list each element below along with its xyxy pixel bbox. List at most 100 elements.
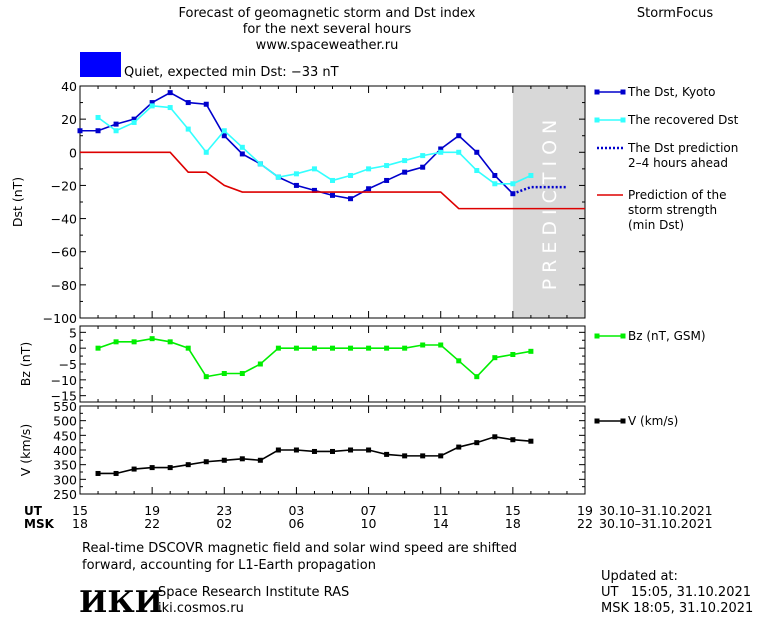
- data-point: [311, 166, 317, 172]
- x-tick-label-msk: 18: [72, 516, 88, 531]
- data-point: [293, 182, 299, 188]
- data-point: [113, 339, 119, 345]
- data-point: [384, 345, 390, 351]
- page-title-line1: Forecast of geomagnetic storm and Dst in…: [178, 6, 475, 21]
- data-point: [474, 440, 480, 446]
- data-point: [492, 181, 498, 187]
- data-point: [185, 100, 191, 106]
- data-point: [438, 149, 444, 155]
- data-point: [95, 470, 101, 476]
- data-point: [348, 172, 354, 178]
- data-point: [221, 128, 227, 134]
- data-point: [275, 345, 281, 351]
- updated-ut: UT 15:05, 31.10.2021: [601, 585, 751, 600]
- y-tick-label: 500: [53, 414, 77, 429]
- legend-marker: [594, 333, 600, 339]
- data-point: [438, 146, 444, 152]
- data-point: [311, 187, 317, 193]
- x-tick-label-ut: 15: [505, 503, 521, 518]
- data-point: [474, 374, 480, 380]
- y-tick-label: 400: [53, 443, 77, 458]
- updated-label: Updated at:: [601, 569, 678, 584]
- data-point: [239, 456, 245, 462]
- data-point: [420, 164, 426, 170]
- y-axis-label: V (km/s): [18, 424, 33, 476]
- data-point: [95, 128, 101, 134]
- data-point: [293, 345, 299, 351]
- y-tick-label: 450: [53, 428, 77, 443]
- x-tick-label-msk: 22: [144, 516, 160, 531]
- page-title-line2: for the next several hours: [243, 22, 412, 37]
- y-tick-label: −40: [51, 212, 77, 227]
- data-point: [185, 345, 191, 351]
- data-point: [366, 186, 372, 192]
- updated-msk: MSK 18:05, 31.10.2021: [601, 601, 753, 616]
- y-tick-label: 250: [53, 487, 77, 502]
- legend-label: The recovered Dst: [627, 113, 739, 127]
- data-point: [131, 119, 137, 125]
- y-tick-label: −20: [51, 178, 77, 193]
- x-tick-label-msk: 18: [505, 516, 521, 531]
- iki-logo: ИКИ: [79, 585, 163, 620]
- y-tick-label: 0: [69, 341, 77, 356]
- ut-axis-label: UT: [24, 504, 43, 518]
- site-url[interactable]: www.spaceweather.ru: [256, 38, 399, 53]
- x-tick-label-ut: 07: [361, 503, 377, 518]
- data-point: [203, 459, 209, 465]
- data-point: [221, 371, 227, 376]
- x-tick-label-ut: 15: [72, 503, 88, 518]
- data-point: [510, 181, 516, 187]
- data-point: [131, 466, 137, 472]
- x-tick-label-ut: 19: [144, 503, 160, 518]
- data-point: [402, 453, 408, 459]
- data-point: [384, 177, 390, 183]
- y-axis-label: Dst (nT): [10, 177, 25, 227]
- data-point: [95, 114, 101, 120]
- data-point: [257, 457, 263, 463]
- legend-marker: [594, 418, 600, 424]
- data-point: [474, 168, 480, 174]
- prediction-label: PREDICTION: [539, 114, 561, 291]
- data-point: [257, 361, 263, 367]
- status-text: Quiet, expected min Dst: −33 nT: [124, 65, 339, 80]
- series-line-bz: [97, 337, 532, 378]
- institute-url[interactable]: iki.cosmos.ru: [158, 601, 244, 616]
- data-point: [492, 434, 498, 440]
- x-tick-label-msk: 10: [361, 516, 377, 531]
- data-point: [311, 345, 317, 351]
- data-point: [131, 339, 137, 345]
- data-point: [474, 149, 480, 155]
- data-point: [330, 345, 335, 351]
- data-point: [239, 144, 245, 150]
- legend-marker: [594, 89, 600, 95]
- data-point: [366, 166, 372, 172]
- y-tick-label: 40: [61, 79, 77, 94]
- data-point: [185, 462, 191, 468]
- y-tick-label: −15: [51, 389, 77, 404]
- x-tick-label-msk: 22: [577, 516, 593, 531]
- y-tick-label: −60: [51, 245, 77, 260]
- bz-panel: 50−5−10−15 Bz (nT): [18, 325, 586, 404]
- y-axis-label: Bz (nT): [18, 342, 33, 386]
- data-point: [113, 470, 119, 476]
- x-tick-label-ut: 11: [433, 503, 449, 518]
- data-point: [438, 342, 444, 348]
- prediction-band: [512, 86, 585, 318]
- footer-note-line1: Real-time DSCOVR magnetic field and sola…: [82, 541, 517, 556]
- data-point: [456, 358, 462, 364]
- data-point: [330, 448, 335, 454]
- data-point: [239, 151, 245, 157]
- data-point: [167, 90, 173, 96]
- legend-marker: [620, 117, 626, 123]
- legend-marker: [620, 333, 626, 339]
- legend-marker: [594, 117, 600, 123]
- panel-frame: [79, 85, 586, 319]
- data-point: [528, 438, 534, 444]
- date-range-ut: 30.10–31.10.2021: [599, 503, 713, 518]
- data-point: [149, 336, 155, 342]
- data-point: [95, 345, 101, 351]
- data-point: [203, 101, 209, 107]
- x-tick-label-msk: 06: [288, 516, 304, 531]
- x-tick-label-ut: 19: [577, 503, 593, 518]
